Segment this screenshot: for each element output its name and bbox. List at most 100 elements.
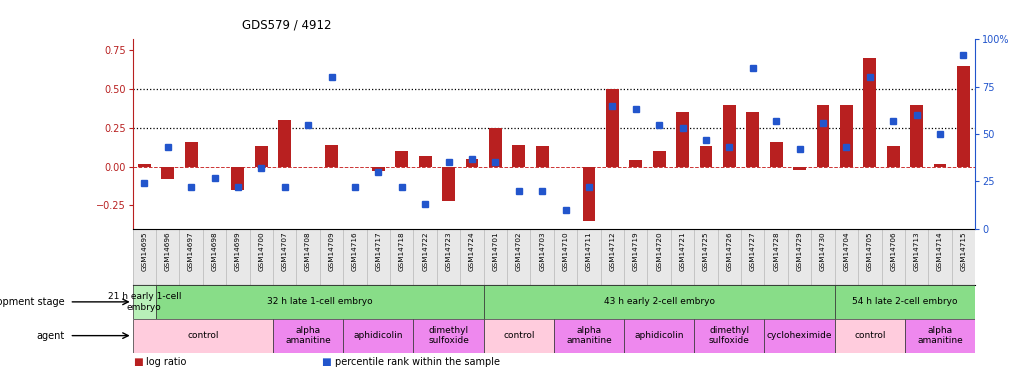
- Bar: [342, 319, 413, 352]
- Bar: [278, 120, 290, 166]
- Bar: [862, 58, 875, 166]
- Text: GSM14726: GSM14726: [726, 231, 732, 271]
- Text: GSM14699: GSM14699: [234, 231, 240, 271]
- Bar: [699, 147, 711, 166]
- Bar: [793, 166, 805, 170]
- Bar: [488, 128, 501, 166]
- Text: GSM14721: GSM14721: [679, 231, 685, 271]
- Bar: [483, 285, 834, 319]
- Text: GSM14703: GSM14703: [539, 231, 544, 271]
- Bar: [676, 112, 689, 166]
- Text: 32 h late 1-cell embryo: 32 h late 1-cell embryo: [267, 297, 372, 306]
- Text: alpha
amanitine: alpha amanitine: [285, 326, 331, 345]
- Text: GSM14714: GSM14714: [936, 231, 943, 271]
- Bar: [372, 166, 384, 171]
- Bar: [465, 159, 478, 166]
- Text: log ratio: log ratio: [146, 357, 186, 367]
- Bar: [816, 105, 828, 166]
- Text: alpha
amanitine: alpha amanitine: [916, 326, 962, 345]
- Text: aphidicolin: aphidicolin: [354, 331, 403, 340]
- Bar: [273, 319, 342, 352]
- Text: development stage: development stage: [0, 297, 64, 307]
- Text: GSM14727: GSM14727: [749, 231, 755, 271]
- Bar: [413, 319, 483, 352]
- Bar: [904, 319, 974, 352]
- Bar: [132, 319, 273, 352]
- Text: GSM14706: GSM14706: [890, 231, 896, 271]
- Text: GSM14730: GSM14730: [819, 231, 825, 271]
- Bar: [694, 319, 764, 352]
- Text: GSM14717: GSM14717: [375, 231, 381, 271]
- Text: GSM14712: GSM14712: [608, 231, 614, 271]
- Text: dimethyl
sulfoxide: dimethyl sulfoxide: [428, 326, 469, 345]
- Text: GSM14723: GSM14723: [445, 231, 451, 271]
- Bar: [132, 285, 156, 319]
- Text: GSM14697: GSM14697: [187, 231, 194, 271]
- Text: GSM14711: GSM14711: [585, 231, 591, 271]
- Text: GSM14705: GSM14705: [866, 231, 872, 271]
- Text: GSM14713: GSM14713: [913, 231, 919, 271]
- Bar: [418, 156, 431, 166]
- Bar: [512, 145, 525, 166]
- Text: GSM14718: GSM14718: [398, 231, 405, 271]
- Text: GSM14720: GSM14720: [655, 231, 661, 271]
- Bar: [909, 105, 922, 166]
- Bar: [184, 142, 198, 166]
- Bar: [834, 285, 974, 319]
- Text: GSM14719: GSM14719: [632, 231, 638, 271]
- Text: 43 h early 2-cell embryo: 43 h early 2-cell embryo: [603, 297, 714, 306]
- Bar: [624, 319, 694, 352]
- Bar: [161, 166, 174, 179]
- Text: GSM14700: GSM14700: [258, 231, 264, 271]
- Text: GSM14724: GSM14724: [469, 231, 475, 271]
- Text: ■: ■: [321, 357, 331, 367]
- Text: GSM14704: GSM14704: [843, 231, 849, 271]
- Bar: [395, 151, 408, 166]
- Bar: [156, 285, 483, 319]
- Text: agent: agent: [37, 331, 64, 340]
- Text: GSM14722: GSM14722: [422, 231, 428, 271]
- Text: 21 h early 1-cell
embryo: 21 h early 1-cell embryo: [107, 292, 181, 312]
- Bar: [441, 166, 454, 201]
- Bar: [629, 160, 642, 166]
- Text: GSM14728: GSM14728: [772, 231, 779, 271]
- Bar: [769, 142, 782, 166]
- Bar: [483, 319, 553, 352]
- Text: GSM14695: GSM14695: [142, 231, 147, 271]
- Bar: [652, 151, 665, 166]
- Text: GSM14725: GSM14725: [702, 231, 708, 271]
- Bar: [746, 112, 758, 166]
- Text: GSM14729: GSM14729: [796, 231, 802, 271]
- Bar: [956, 66, 969, 166]
- Text: control: control: [186, 331, 218, 340]
- Bar: [764, 319, 834, 352]
- Bar: [932, 164, 946, 166]
- Text: GSM14710: GSM14710: [562, 231, 568, 271]
- Text: GSM14715: GSM14715: [960, 231, 965, 271]
- Bar: [535, 147, 548, 166]
- Bar: [722, 105, 735, 166]
- Text: GSM14698: GSM14698: [211, 231, 217, 271]
- Text: cycloheximide: cycloheximide: [766, 331, 832, 340]
- Text: dimethyl
sulfoxide: dimethyl sulfoxide: [708, 326, 749, 345]
- Text: GSM14709: GSM14709: [328, 231, 334, 271]
- Bar: [138, 164, 151, 166]
- Bar: [886, 147, 899, 166]
- Text: aphidicolin: aphidicolin: [634, 331, 684, 340]
- Text: GSM14707: GSM14707: [281, 231, 287, 271]
- Bar: [839, 105, 852, 166]
- Bar: [834, 319, 904, 352]
- Bar: [231, 166, 245, 190]
- Text: GDS579 / 4912: GDS579 / 4912: [242, 19, 331, 32]
- Text: percentile rank within the sample: percentile rank within the sample: [334, 357, 499, 367]
- Text: GSM14696: GSM14696: [164, 231, 170, 271]
- Bar: [582, 166, 595, 221]
- Text: ■: ■: [132, 357, 143, 367]
- Text: GSM14701: GSM14701: [492, 231, 498, 271]
- Text: GSM14716: GSM14716: [352, 231, 358, 271]
- Bar: [553, 319, 624, 352]
- Bar: [255, 147, 268, 166]
- Bar: [325, 145, 337, 166]
- Bar: [605, 89, 619, 166]
- Text: alpha
amanitine: alpha amanitine: [566, 326, 611, 345]
